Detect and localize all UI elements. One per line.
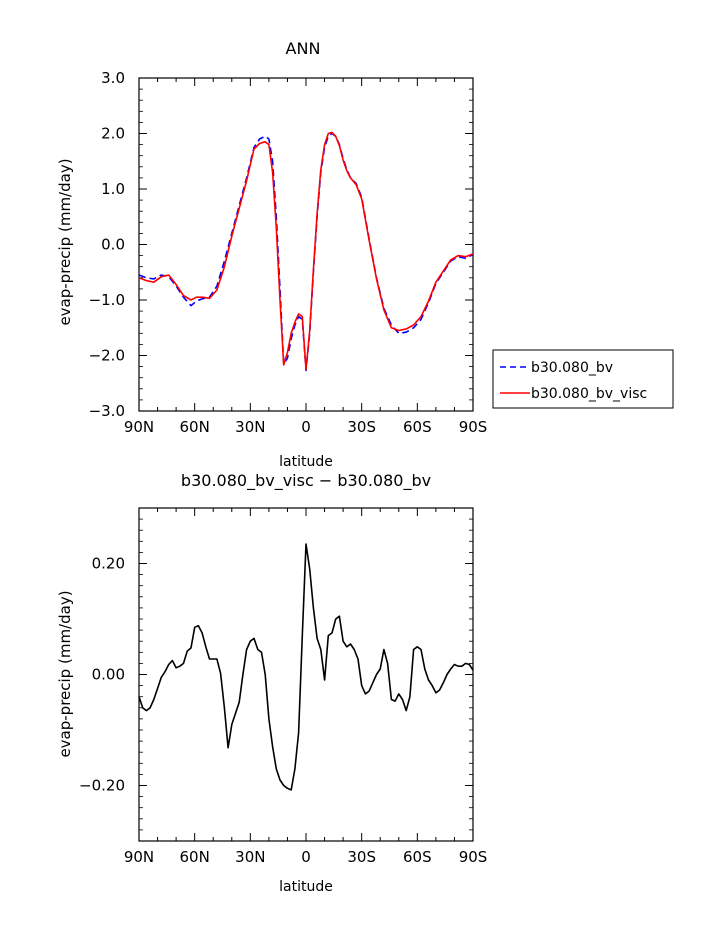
- bottom-x-axis-label: latitude: [279, 879, 333, 895]
- top-chart-title: ANN: [286, 39, 321, 58]
- legend-label-b30-080-bv-visc: b30.080_bv_visc: [531, 386, 647, 402]
- bottom-x-tick-label: 60S: [403, 848, 432, 866]
- legend-box: [492, 349, 674, 409]
- top-x-tick-label: 0: [301, 418, 311, 436]
- top-y-tick-label: −2.0: [89, 347, 125, 365]
- top-y-axis-label: evap-precip (mm/day): [56, 158, 74, 325]
- top-plot-area: 90N 60N 30N 0 30S 60S 90S 3.0 2.0 1.0 0.0 −1.0 −2.0 −…: [89, 69, 488, 436]
- legend: b30.080_bv b30.080_bv_visc: [492, 349, 674, 409]
- top-x-tick-label: 30S: [347, 418, 376, 436]
- bottom-y-axis-label: evap-precip (mm/day): [56, 590, 74, 757]
- bottom-x-tick-label: 30N: [235, 848, 265, 866]
- top-series-line-b30-080-bv-visc: [138, 131, 474, 371]
- bottom-panel: b30.080_bv_visc − b30.080_bv 90N 60N 30N 0 3…: [56, 471, 487, 895]
- top-x-tick-label: 30N: [235, 418, 265, 436]
- bottom-x-tick-label: 90N: [124, 848, 154, 866]
- top-y-tick-label: 1.0: [101, 180, 125, 198]
- bottom-y-tick-label: 0.00: [92, 666, 125, 684]
- top-x-tick-label: 60S: [403, 418, 432, 436]
- legend-label-b30-080-bv: b30.080_bv: [531, 360, 613, 376]
- bottom-x-tick-label: 60N: [180, 848, 210, 866]
- bottom-y-tick-label: −0.20: [79, 777, 125, 795]
- bottom-y-tick-label: 0.20: [92, 555, 125, 573]
- top-x-tick-label: 90N: [124, 418, 154, 436]
- top-x-tick-label: 60N: [180, 418, 210, 436]
- bottom-plot-area: 90N 60N 30N 0 30S 60S 90S 0.20 0.00 −0.20: [79, 507, 488, 866]
- top-y-tick-label: −1.0: [89, 291, 125, 309]
- top-x-tick-label: 90S: [459, 418, 488, 436]
- bottom-chart-title: b30.080_bv_visc − b30.080_bv: [181, 471, 431, 491]
- bottom-x-tick-label: 0: [301, 848, 311, 866]
- bottom-series-line-difference: [138, 543, 474, 791]
- top-y-tick-label: 0.0: [101, 236, 125, 254]
- top-y-tick-label: 3.0: [101, 69, 125, 87]
- bottom-x-tick-label: 90S: [459, 848, 488, 866]
- top-series-line-b30-080-bv: [138, 132, 474, 372]
- top-y-tick-label: 2.0: [101, 125, 125, 143]
- top-y-tick-label: −3.0: [89, 402, 125, 420]
- top-panel: ANN 90N 60N 30N 0 30S 60S 90S 3.0 2.0 1.0 0.0 −1.0 −…: [56, 39, 674, 470]
- bottom-x-tick-label: 30S: [347, 848, 376, 866]
- top-x-axis-label: latitude: [279, 454, 333, 470]
